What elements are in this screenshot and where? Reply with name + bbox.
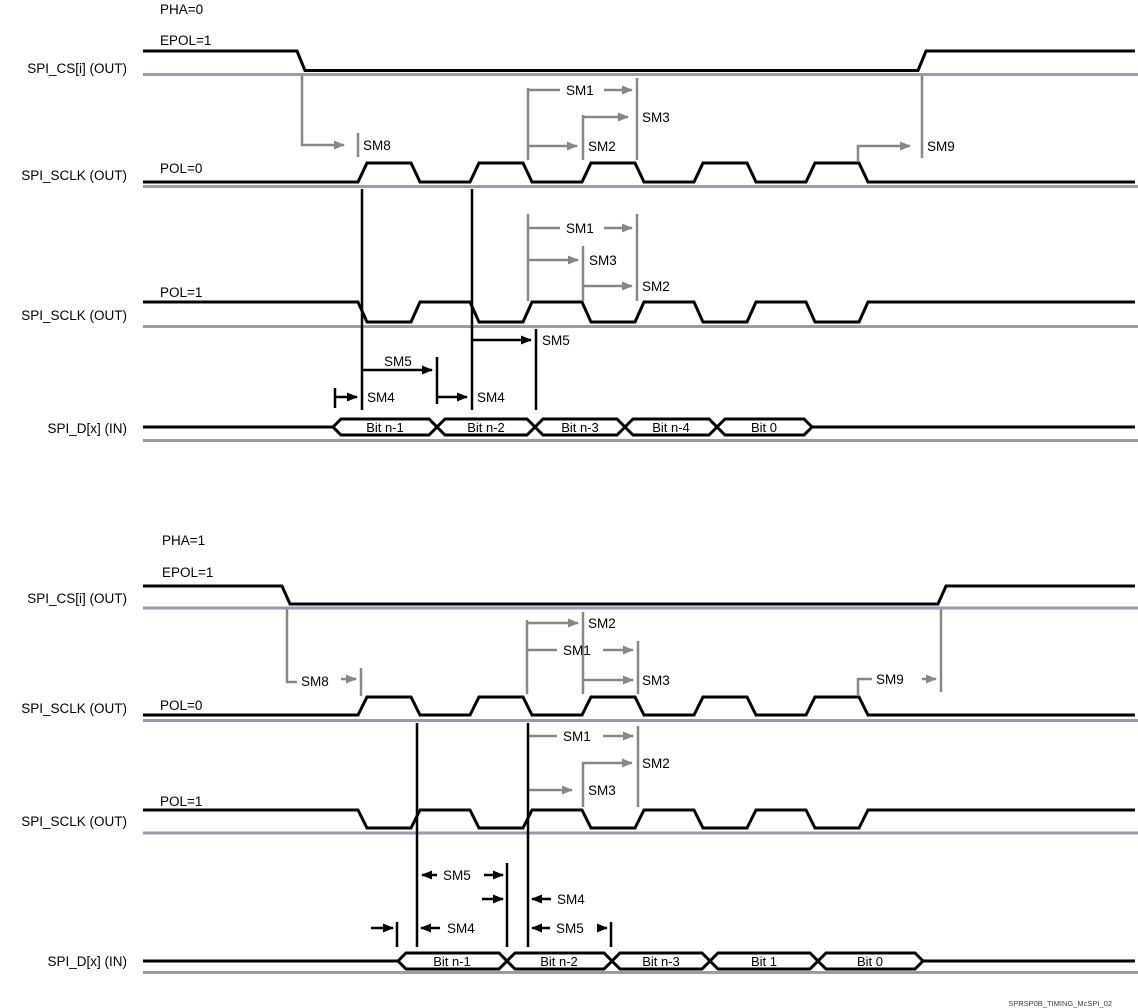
sm4-label: SM4 bbox=[367, 390, 395, 405]
bit-label: Bit n-4 bbox=[652, 420, 690, 435]
sm2-label: SM2 bbox=[588, 616, 616, 631]
sclk-pol1-waveform bbox=[143, 300, 1135, 324]
bit-label: Bit n-2 bbox=[467, 420, 505, 435]
sclk-pol1-signal-label: SPI_SCLK (OUT) bbox=[21, 308, 127, 323]
figure-id: SPRSP0B_TIMING_McSPI_02 bbox=[1008, 999, 1112, 1008]
sclk-pol0-waveform bbox=[143, 161, 1135, 184]
top-diagram: PHA=0 EPOL=1 SPI_CS[i] (OUT) SPI_SCLK (O… bbox=[21, 2, 1138, 442]
sclk-pol0-signal-label: SPI_SCLK (OUT) bbox=[21, 168, 127, 183]
sm1-label: SM1 bbox=[563, 643, 591, 658]
sm9-label: SM9 bbox=[876, 672, 904, 687]
bit-label: Bit n-3 bbox=[561, 420, 599, 435]
data-bit-cell bbox=[815, 951, 926, 971]
bit-label: Bit n-1 bbox=[433, 954, 471, 969]
sm4-label: SM4 bbox=[557, 892, 585, 907]
sm2-label: SM2 bbox=[642, 279, 670, 294]
bit-label: Bit 0 bbox=[751, 420, 777, 435]
sm2-label: SM2 bbox=[588, 139, 616, 154]
sm8-dimension: SM8 bbox=[285, 609, 363, 696]
sm8-label: SM8 bbox=[301, 674, 329, 689]
pol0-label: POL=0 bbox=[160, 698, 202, 713]
sm1-sm2-sm3-pol1-dimensions: SM1 SM2 SM3 bbox=[527, 726, 670, 807]
sm1-sm2-sm3-pol1-dimensions: SM1 SM3 SM2 bbox=[526, 214, 670, 301]
cs-signal-label: SPI_CS[i] (OUT) bbox=[27, 591, 127, 606]
sclk-pol1-waveform bbox=[143, 808, 1135, 830]
sm5-label: SM5 bbox=[384, 354, 412, 369]
sclk-pol0-signal-label: SPI_SCLK (OUT) bbox=[21, 701, 127, 716]
bit-label: Bit n-3 bbox=[642, 954, 680, 969]
pol1-label: POL=1 bbox=[160, 285, 202, 300]
bit-label: Bit 1 bbox=[751, 954, 777, 969]
sm8-label: SM8 bbox=[363, 138, 391, 153]
sm1-label: SM1 bbox=[566, 83, 594, 98]
sm3-label: SM3 bbox=[642, 673, 670, 688]
sclk-pol1-signal-label: SPI_SCLK (OUT) bbox=[21, 814, 127, 829]
sm8-dimension: SM8 bbox=[300, 76, 391, 157]
sm4-label: SM4 bbox=[447, 921, 475, 936]
din-bus: Bit n-1 Bit n-2 Bit n-3 Bit 1 Bit 0 bbox=[143, 951, 1135, 971]
sm4-sm5-dimensions: SM4 SM5 SM4 SM5 bbox=[333, 189, 570, 410]
sm2-label: SM2 bbox=[642, 756, 670, 771]
sm5-label: SM5 bbox=[542, 333, 570, 348]
sm4-label: SM4 bbox=[477, 390, 505, 405]
sm1-label: SM1 bbox=[563, 729, 591, 744]
sm3-label: SM3 bbox=[588, 783, 616, 798]
sclk-pol0-waveform bbox=[143, 695, 1135, 717]
epol-mode-label: EPOL=1 bbox=[160, 33, 211, 48]
bottom-diagram: PHA=1 EPOL=1 SPI_CS[i] (OUT) SPI_SCLK (O… bbox=[21, 533, 1138, 974]
sm9-dimension: SM9 bbox=[856, 609, 943, 696]
sm9-dimension: SM9 bbox=[856, 76, 955, 162]
pha-mode-label: PHA=1 bbox=[162, 533, 205, 548]
sm5-label: SM5 bbox=[443, 868, 471, 883]
pha-mode-label: PHA=0 bbox=[160, 2, 203, 17]
pol1-label: POL=1 bbox=[160, 794, 202, 809]
sm4-sm5-dimensions: SM4 SM5 SM4 SM5 bbox=[371, 723, 613, 947]
din-bus: Bit n-1 Bit n-2 Bit n-3 Bit n-4 Bit 0 bbox=[143, 417, 1135, 437]
sm3-label: SM3 bbox=[642, 110, 670, 125]
cs-waveform bbox=[143, 584, 1135, 606]
bit-label: Bit n-2 bbox=[540, 954, 578, 969]
sm5-label: SM5 bbox=[556, 921, 584, 936]
bit-label: Bit 0 bbox=[857, 954, 883, 969]
sm1-sm2-sm3-pol0-dimensions: SM1 SM3 SM2 bbox=[526, 78, 670, 160]
cs-signal-label: SPI_CS[i] (OUT) bbox=[27, 61, 127, 76]
pol0-label: POL=0 bbox=[160, 161, 202, 176]
bit-label: Bit n-1 bbox=[366, 420, 404, 435]
cs-waveform bbox=[143, 49, 1135, 72]
sm1-label: SM1 bbox=[566, 221, 594, 236]
din-signal-label: SPI_D[x] (IN) bbox=[47, 421, 127, 436]
sm9-label: SM9 bbox=[927, 139, 955, 154]
din-signal-label: SPI_D[x] (IN) bbox=[47, 954, 127, 969]
epol-mode-label: EPOL=1 bbox=[162, 565, 213, 580]
sm1-sm2-sm3-pol0-dimensions: SM2 SM1 SM3 bbox=[525, 612, 670, 694]
sm3-label: SM3 bbox=[589, 253, 617, 268]
data-bit-cell bbox=[714, 417, 815, 437]
